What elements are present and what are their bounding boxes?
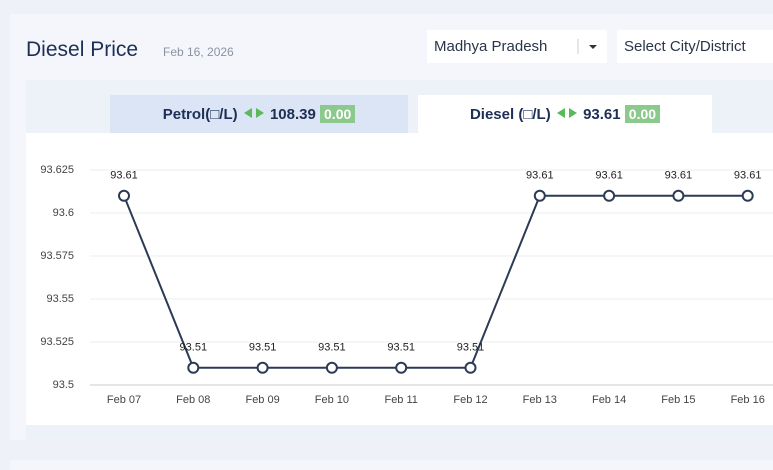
dropdown-arrow [577, 39, 597, 54]
point [395, 361, 408, 374]
x-tick-label: Feb 11 [384, 394, 417, 406]
city-label: Select City/District [624, 38, 746, 55]
x-tick-label: Feb 12 [453, 394, 487, 406]
line [123, 194, 748, 369]
point [672, 189, 685, 202]
data-label: 93.61 [734, 170, 762, 182]
data-label: 93.61 [526, 170, 554, 182]
point [464, 361, 477, 374]
data-label: 93.51 [249, 342, 277, 354]
x-tick-label: Feb 10 [315, 394, 349, 406]
city-dropdown[interactable]: Select City/District [617, 30, 773, 63]
data-label: 93.51 [318, 342, 346, 354]
data-label: 93.61 [110, 170, 138, 182]
y-tick-label: 93.5 [53, 379, 74, 391]
point [325, 361, 338, 374]
y-tick-label: 93.6 [53, 207, 74, 219]
x-tick-label: Feb 16 [731, 394, 765, 406]
y-tick-label: 93.625 [40, 164, 74, 176]
point [118, 189, 130, 202]
point [741, 189, 754, 202]
petrol-tab[interactable]: Petrol(□/L) 108.39 0.00 [110, 95, 408, 133]
tab-price: 93.61 [583, 106, 621, 123]
point [603, 189, 616, 202]
tab-price: 108.39 [269, 106, 316, 123]
x-tick-label: Feb 07 [107, 394, 141, 406]
tab-label: Diesel (□/L) [469, 106, 551, 123]
point [256, 361, 269, 374]
tab-arrows [556, 108, 577, 118]
y-tick-label: 93.55 [46, 293, 74, 305]
tab-change: 0.00 [624, 105, 661, 123]
x-tick-label: Feb 08 [176, 394, 210, 406]
tab-arrows [243, 108, 264, 118]
state-dropdown[interactable]: Madhya Pradesh [427, 30, 607, 63]
data-label: 93.51 [387, 342, 415, 354]
x-tick-label: Feb 15 [661, 394, 695, 406]
chart-bg [26, 133, 773, 425]
x-tick-label: Feb 13 [523, 394, 557, 406]
x-tick-label: Feb 09 [245, 394, 279, 406]
title: Diesel Price [26, 38, 139, 61]
data-label: 93.61 [665, 170, 693, 182]
next-card [10, 460, 773, 470]
y-tick-label: 93.575 [40, 250, 74, 262]
point [187, 361, 200, 374]
chart: 93.5 93.525 93.55 93.575 93.6 93.625 Feb 07 Feb… [26, 133, 773, 425]
data-label: 93.61 [595, 170, 623, 182]
tab-label: Petrol(□/L) [162, 106, 238, 123]
date: Feb 16, 2026 [163, 45, 234, 59]
point [533, 189, 546, 202]
tab-change: 0.00 [320, 105, 356, 123]
diesel-tab[interactable]: Diesel (□/L) 93.61 0.00 [418, 95, 712, 133]
data-label: 93.51 [180, 342, 208, 354]
data-label: 93.51 [457, 342, 485, 354]
y-tick-label: 93.525 [40, 336, 74, 348]
state-label: Madhya Pradesh [434, 38, 548, 55]
x-tick-label: Feb 14 [592, 394, 626, 406]
